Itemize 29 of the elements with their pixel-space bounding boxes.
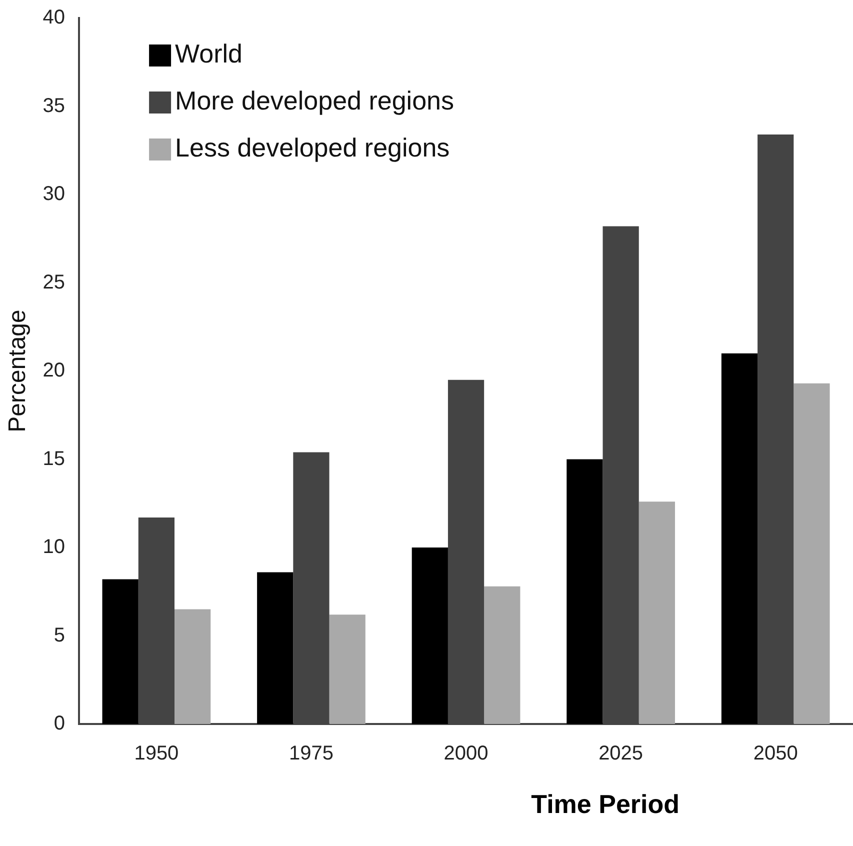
y-tick-label: 5 [54,624,66,646]
legend-label: World [175,38,242,69]
y-tick-label: 10 [42,536,66,558]
bar [174,609,211,724]
y-tick-label: 25 [42,271,66,294]
x-tick-label: 1950 [134,742,179,765]
bar [329,614,366,724]
y-tick-label: 20 [42,360,66,382]
bar [566,459,603,724]
bar [638,502,675,724]
y-tick-label: 15 [42,448,66,470]
legend-label: More developed regions [175,86,454,116]
y-tick-label: 35 [42,94,66,117]
bar [794,383,830,724]
bar [102,579,138,724]
y-tick-label: 40 [42,6,66,29]
x-tick-label: 1975 [288,742,334,765]
y-axis-title: Percentage [4,310,32,432]
x-tick-label: 2000 [444,742,488,765]
x-tick-label: 2025 [598,742,644,765]
y-tick-label: 0 [54,712,66,735]
legend-label: Less developed regions [175,132,450,163]
x-axis-title: Time Period [531,789,680,820]
x-tick-label: 2050 [753,742,798,765]
bar [412,548,448,724]
bar [484,586,520,724]
bar [721,353,758,724]
bar [257,572,294,724]
y-tick-label: 30 [42,183,66,206]
